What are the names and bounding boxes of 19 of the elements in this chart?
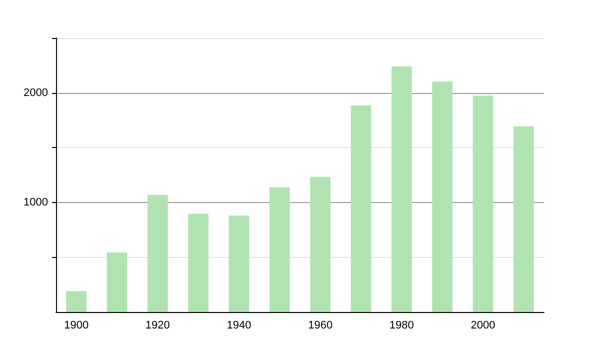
bar <box>66 291 86 312</box>
x-tick-label: 1980 <box>389 320 414 332</box>
bar <box>228 216 250 312</box>
x-tick-label: 1940 <box>226 320 252 332</box>
bar <box>350 105 372 312</box>
bar <box>148 194 168 312</box>
x-tick-label: 1900 <box>64 320 89 332</box>
bar <box>392 66 412 312</box>
x-tick-label: 1920 <box>145 320 170 332</box>
bar <box>106 252 128 312</box>
bar <box>472 96 494 312</box>
x-tick-label: 2000 <box>470 320 496 332</box>
bar <box>270 187 290 312</box>
y-tick-label: 1000 <box>24 196 48 208</box>
x-tick-label: 1960 <box>308 320 333 332</box>
bar <box>432 82 452 312</box>
bar <box>310 176 330 312</box>
bar <box>514 126 534 312</box>
bar <box>188 214 208 312</box>
